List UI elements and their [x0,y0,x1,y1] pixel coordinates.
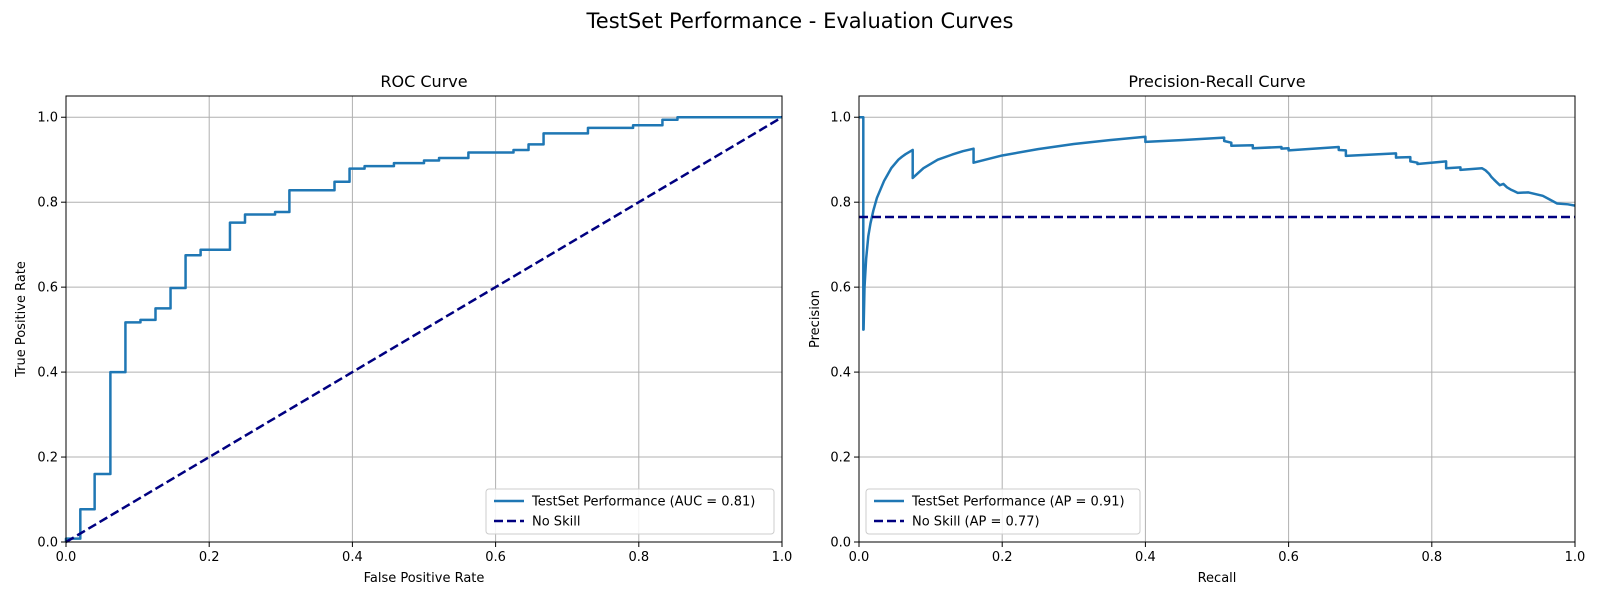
roc-y-tick-label: 1.0 [37,111,58,126]
roc-legend-label: TestSet Performance (AUC = 0.81) [531,495,755,510]
roc-x-tick-label: 0.4 [342,550,363,565]
pr-y-tick-label: 0.0 [830,536,851,551]
roc-series [64,115,783,544]
pr-legend: TestSet Performance (AP = 0.91) No Skill … [865,488,1141,535]
roc-x-tick-label: 0.6 [485,550,506,565]
roc-legend-label: No Skill [532,515,580,530]
pr-axes-frame [858,95,1576,543]
pr-x-tick-label: 1.0 [1565,550,1586,565]
roc-y-tick-label: 0.4 [37,366,58,381]
figure-title: TestSet Performance - Evaluation Curves [586,9,1014,33]
roc-no-skill-line [65,116,783,544]
roc-y-tick-label: 0.8 [37,196,58,211]
pr-legend-label: TestSet Performance (AP = 0.91) [911,495,1125,510]
pr-y-tick-label: 0.6 [830,281,851,296]
pr-x-tick-label: 0.6 [1278,550,1299,565]
roc-y-axis-label: True Positive Rate [14,261,29,378]
pr-legend-label: No Skill (AP = 0.77) [912,515,1040,530]
pr-y-tick-label: 1.0 [830,111,851,126]
pr-legend-box [865,488,1141,535]
pr-chart: Precision-Recall Curve 0.0 0.2 0.4 0.6 0.8 1.… [808,72,1585,586]
pr-y-axis-label: Precision [808,290,823,348]
roc-y-tick-label: 0.0 [37,536,58,551]
roc-legend: TestSet Performance (AUC = 0.81) No Skill [485,488,775,535]
roc-y-tick-label: 0.6 [37,281,58,296]
roc-axes-frame [65,95,783,543]
pr-model-curve [859,115,1576,331]
pr-x-tick-label: 0.0 [849,550,870,565]
roc-x-tick-label: 0.2 [199,550,220,565]
pr-chart-title: Precision-Recall Curve [1128,72,1305,91]
pr-y-tick-label: 0.4 [830,366,851,381]
roc-model-curve [64,115,782,542]
pr-x-tick-label: 0.2 [992,550,1013,565]
roc-chart-title: ROC Curve [380,72,467,91]
pr-ticks: 0.0 0.2 0.4 0.6 0.8 1.0 0.0 0.2 0.4 0.6 0.8 1.0 [830,111,1585,565]
pr-x-tick-label: 0.8 [1421,550,1442,565]
pr-x-tick-label: 0.4 [1135,550,1156,565]
pr-y-tick-label: 0.8 [830,196,851,211]
roc-grid [65,96,783,543]
pr-y-tick-label: 0.2 [830,451,851,466]
roc-y-tick-label: 0.2 [37,451,58,466]
roc-chart: ROC Curve 0.0 0.2 0.4 0.6 0.8 1.0 0.0 0.2 0.4 0.6… [14,72,792,586]
roc-x-tick-label: 0.0 [56,550,77,565]
roc-x-tick-label: 1.0 [772,550,793,565]
roc-x-axis-label: False Positive Rate [364,571,485,586]
roc-legend-box [485,488,775,535]
roc-x-tick-label: 0.8 [628,550,649,565]
pr-x-axis-label: Recall [1198,571,1237,586]
roc-ticks: 0.0 0.2 0.4 0.6 0.8 1.0 0.0 0.2 0.4 0.6 0.8 1.0 [37,111,792,565]
pr-series [859,115,1576,331]
